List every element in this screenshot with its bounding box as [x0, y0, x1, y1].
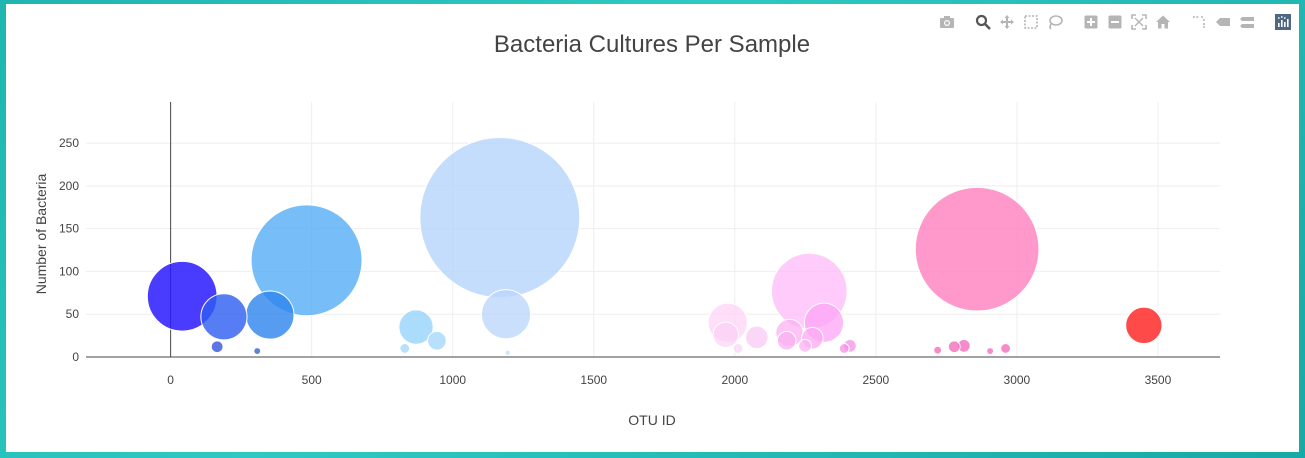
- bubble-point[interactable]: [250, 204, 363, 317]
- camera-button[interactable]: [937, 12, 957, 32]
- home-icon: [1156, 15, 1170, 29]
- zoom-in-icon: [1084, 15, 1098, 29]
- camera-icon: [940, 16, 954, 28]
- chart-card: 0 500 1000 1500 2000 2500 3000 3500 0 50 100 150 200…: [6, 4, 1299, 452]
- y-tick-label: 200: [59, 179, 79, 193]
- box-select-icon: [1024, 15, 1038, 29]
- bubble-point[interactable]: [947, 340, 961, 354]
- x-axis-title: OTU ID: [628, 412, 675, 428]
- lasso-icon: [1049, 15, 1063, 30]
- y-tick-label: 100: [59, 264, 79, 278]
- chart-title: Bacteria Cultures Per Sample: [494, 31, 810, 58]
- x-tick-label: 1500: [580, 373, 607, 387]
- y-tick-label: 0: [72, 350, 79, 364]
- spike-lines-button[interactable]: [1189, 12, 1209, 32]
- bubble-point[interactable]: [245, 290, 295, 340]
- zoom-button[interactable]: [973, 12, 993, 32]
- bubble-point[interactable]: [776, 330, 797, 351]
- zoom-out-button[interactable]: [1105, 12, 1125, 32]
- zoom-icon: [975, 14, 991, 30]
- hover-compare-icon: [1240, 17, 1254, 28]
- x-tick-label: 2000: [721, 373, 748, 387]
- bubble-point[interactable]: [1000, 343, 1012, 354]
- bubble-point[interactable]: [745, 325, 769, 350]
- bubble-point[interactable]: [1125, 306, 1163, 344]
- x-tick-label: 0: [167, 373, 174, 387]
- pan-icon: [1000, 15, 1014, 29]
- bubble-point[interactable]: [399, 343, 411, 354]
- hover-closest-icon: [1216, 18, 1230, 26]
- box-select-button[interactable]: [1021, 12, 1041, 32]
- bubble-point[interactable]: [419, 137, 581, 299]
- bubble-point[interactable]: [986, 347, 995, 355]
- bubbles[interactable]: [146, 137, 1163, 356]
- bubble-point[interactable]: [914, 186, 1040, 312]
- modebar: [937, 12, 1293, 32]
- bubble-point[interactable]: [933, 345, 943, 355]
- bubble-point[interactable]: [504, 349, 511, 356]
- y-tick-label: 150: [59, 222, 79, 236]
- y-tick-label: 50: [66, 307, 80, 321]
- y-tick-label: 250: [59, 136, 79, 150]
- tick-labels: 0 500 1000 1500 2000 2500 3000 3500 0 50 100 150 200…: [59, 136, 1172, 387]
- pan-button[interactable]: [997, 12, 1017, 32]
- plotly-logo-icon: [1275, 14, 1291, 30]
- home-button[interactable]: [1153, 12, 1173, 32]
- bubble-point[interactable]: [732, 343, 744, 354]
- x-tick-label: 3500: [1145, 373, 1172, 387]
- x-tick-label: 3000: [1004, 373, 1031, 387]
- bubble-point[interactable]: [798, 338, 812, 353]
- bubble-chart[interactable]: 0 500 1000 1500 2000 2500 3000 3500 0 50 100 150 200…: [6, 4, 1299, 452]
- bubble-point[interactable]: [427, 330, 447, 351]
- x-tick-label: 500: [302, 373, 322, 387]
- bubble-point[interactable]: [712, 321, 740, 349]
- bubble-point[interactable]: [480, 289, 532, 340]
- spike-lines-icon: [1193, 16, 1205, 28]
- bubble-point[interactable]: [210, 340, 224, 354]
- x-tick-label: 1000: [439, 373, 466, 387]
- plotly-logo-button[interactable]: [1273, 12, 1293, 32]
- y-axis-title: Number of Bacteria: [33, 173, 49, 294]
- hover-closest-button[interactable]: [1213, 12, 1233, 32]
- x-tick-label: 2500: [862, 373, 889, 387]
- bubble-point[interactable]: [398, 309, 434, 345]
- autoscale-icon: [1131, 14, 1147, 30]
- zoom-in-button[interactable]: [1081, 12, 1101, 32]
- autoscale-button[interactable]: [1129, 12, 1149, 32]
- zoom-out-icon: [1108, 15, 1122, 29]
- bubble-point[interactable]: [253, 347, 262, 355]
- lasso-button[interactable]: [1045, 12, 1065, 32]
- bubble-point[interactable]: [838, 343, 850, 354]
- bubble-point[interactable]: [200, 293, 248, 341]
- hover-compare-button[interactable]: [1237, 12, 1257, 32]
